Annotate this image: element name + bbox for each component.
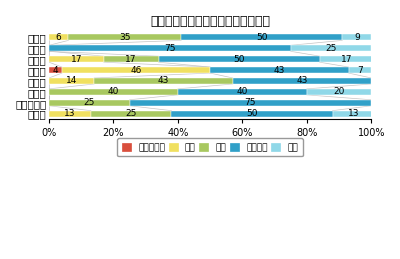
Text: 46: 46 (130, 66, 142, 75)
Text: 50: 50 (256, 33, 268, 42)
Bar (104, 56, 158, 62)
Text: 25: 25 (325, 44, 337, 53)
Bar (307, 89, 371, 95)
Text: 17: 17 (341, 55, 353, 64)
Text: 43: 43 (296, 76, 308, 85)
Bar (172, 111, 332, 117)
Bar (332, 111, 374, 117)
Bar (130, 100, 371, 106)
Text: 40: 40 (108, 87, 119, 96)
Bar (210, 67, 349, 73)
Text: 75: 75 (164, 44, 176, 53)
Text: 17: 17 (71, 55, 82, 64)
Text: 13: 13 (348, 109, 359, 118)
Bar (49, 100, 130, 106)
Text: 75: 75 (245, 98, 256, 107)
Text: 40: 40 (237, 87, 248, 96)
Bar (181, 34, 342, 40)
Bar (49, 45, 291, 51)
Title: 経営者の供給意欲について（割合）: 経営者の供給意欲について（割合） (150, 15, 270, 28)
Bar (49, 111, 91, 117)
Bar (158, 56, 320, 62)
Text: 14: 14 (66, 76, 77, 85)
Text: 35: 35 (119, 33, 130, 42)
Legend: かなり強い, 強い, 普通, やや弱い, 弱い: かなり強い, 強い, 普通, やや弱い, 弱い (118, 138, 303, 156)
Bar (91, 111, 172, 117)
Bar (49, 89, 178, 95)
Bar (68, 34, 181, 40)
Bar (349, 67, 371, 73)
Bar (62, 67, 210, 73)
Bar (342, 34, 371, 40)
Text: 9: 9 (354, 33, 360, 42)
Bar (233, 78, 371, 84)
Text: 13: 13 (64, 109, 76, 118)
Bar (49, 34, 68, 40)
Bar (49, 56, 104, 62)
Text: 6: 6 (56, 33, 62, 42)
Bar (320, 56, 374, 62)
Text: 17: 17 (126, 55, 137, 64)
Text: 50: 50 (233, 55, 245, 64)
Text: 43: 43 (158, 76, 169, 85)
Text: 50: 50 (246, 109, 258, 118)
Text: 4: 4 (53, 66, 58, 75)
Text: 25: 25 (126, 109, 137, 118)
Bar (94, 78, 233, 84)
Text: 20: 20 (333, 87, 345, 96)
Bar (178, 89, 307, 95)
Text: 43: 43 (274, 66, 285, 75)
Bar (49, 67, 62, 73)
Text: 7: 7 (357, 66, 363, 75)
Bar (49, 78, 94, 84)
Text: 25: 25 (84, 98, 95, 107)
Bar (291, 45, 371, 51)
